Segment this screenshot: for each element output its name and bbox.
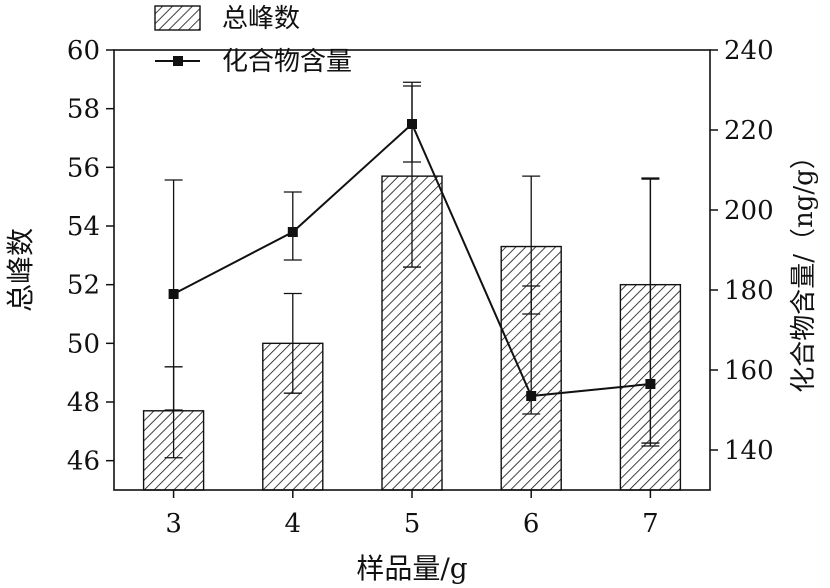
right-axis-label: 化合物含量/（ng/g）: [789, 143, 819, 393]
left-tick-label: 46: [67, 447, 100, 477]
x-tick-label: 6: [523, 509, 540, 539]
line-point-7: [645, 379, 656, 389]
x-tick-label: 7: [642, 509, 659, 539]
line-point-3: [168, 289, 179, 299]
left-tick-label: 60: [67, 36, 100, 66]
x-tick-label: 3: [165, 509, 182, 539]
legend-bar-label: 总峰数: [222, 4, 300, 34]
right-axis-ticks: 140 160 180 200 220 240: [710, 36, 774, 466]
legend-line-label: 化合物含量: [222, 47, 352, 77]
right-tick-label: 140: [724, 436, 774, 466]
line-point-4: [287, 227, 298, 237]
line-error-4: [283, 191, 302, 261]
left-tick-label: 48: [67, 388, 100, 418]
legend-bar-swatch: [154, 5, 201, 31]
left-tick-label: 58: [67, 95, 100, 125]
right-tick-label: 240: [724, 36, 774, 66]
line-markers-layer: [168, 119, 656, 401]
line-point-6: [526, 391, 537, 401]
x-axis-ticks: 3 4 5 6 7: [165, 490, 659, 539]
x-tick-label: 5: [404, 509, 421, 539]
legend-line-marker: [173, 56, 183, 66]
right-tick-label: 220: [724, 116, 774, 146]
right-tick-label: 180: [724, 276, 774, 306]
line-point-5: [407, 119, 417, 129]
legend: 总峰数 化合物含量: [154, 4, 352, 77]
left-tick-label: 50: [67, 329, 100, 359]
x-tick-label: 4: [285, 509, 302, 539]
left-tick-label: 54: [67, 212, 100, 242]
left-tick-label: 52: [67, 271, 100, 301]
right-tick-label: 160: [724, 356, 774, 386]
bar-error-4: [283, 292, 302, 394]
left-axis-label: 总峰数: [4, 228, 37, 312]
left-tick-label: 56: [67, 153, 100, 183]
right-tick-label: 200: [724, 196, 774, 226]
x-axis-label: 样品量/g: [356, 552, 467, 585]
left-axis-ticks: 46 48 50 52 54 56 58 60: [67, 36, 114, 477]
line-error-7: [641, 177, 660, 447]
